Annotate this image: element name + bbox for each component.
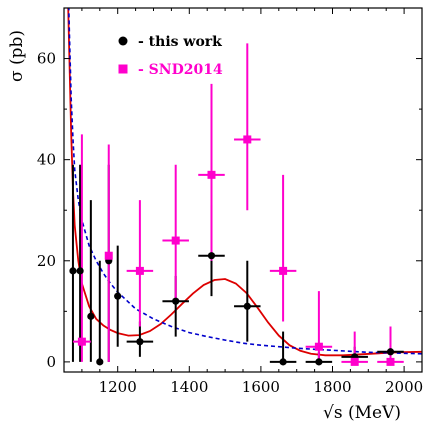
y-tick-label-1: 20 (37, 252, 56, 270)
legend-marker-snd2014 (118, 64, 128, 74)
data-markers (69, 135, 395, 366)
this-work-point-1 (76, 267, 84, 275)
snd2014-point-4 (207, 170, 216, 179)
fit-curve-dashed (67, 8, 422, 355)
this-work-point-10 (279, 358, 287, 366)
y-axis-label: σ (pb) (7, 30, 27, 82)
this-work-point-13 (386, 348, 395, 356)
this-work-point-0 (69, 267, 77, 275)
this-work-point-7 (172, 297, 180, 305)
this-work-point-6 (136, 338, 144, 346)
snd2014-point-3 (171, 236, 180, 245)
snd2014-point-2 (135, 266, 144, 275)
legend-marker-this-work (118, 36, 128, 46)
snd2014-point-0 (77, 337, 86, 346)
axis-ticks: 1200 1400 1600 1800 2000 0 20 40 60 (37, 8, 423, 396)
error-bars (71, 43, 404, 363)
fit-curve-solid (67, 8, 422, 357)
this-work-point-9 (243, 302, 251, 310)
this-work-point-3 (96, 358, 104, 366)
x-tick-label-4: 2000 (385, 378, 423, 396)
snd2014-point-7 (314, 342, 323, 351)
this-work-point-5 (114, 292, 122, 300)
this-work-point-2 (87, 312, 95, 320)
snd2014-point-9 (386, 357, 395, 366)
snd2014-point-1 (104, 251, 113, 260)
x-tick-label-1: 1400 (170, 378, 208, 396)
legend: - this work - SND2014 (118, 34, 223, 78)
snd2014-point-5 (243, 135, 252, 144)
this-work-point-8 (207, 252, 216, 260)
x-tick-label-3: 1800 (313, 378, 351, 396)
x-axis-label: √s (MeV) (323, 403, 401, 423)
snd2014-point-6 (279, 266, 288, 275)
y-tick-label-0: 0 (46, 353, 56, 371)
x-tick-label-2: 1600 (242, 378, 280, 396)
this-work-point-11 (315, 358, 323, 366)
x-tick-label-0: 1200 (99, 378, 137, 396)
legend-label-this-work: - this work (138, 34, 222, 50)
snd2014-point-8 (350, 357, 359, 366)
fit-curves (67, 8, 422, 357)
legend-label-snd2014: - SND2014 (138, 62, 223, 78)
y-tick-label-3: 60 (37, 50, 56, 68)
y-tick-label-2: 40 (37, 151, 56, 169)
